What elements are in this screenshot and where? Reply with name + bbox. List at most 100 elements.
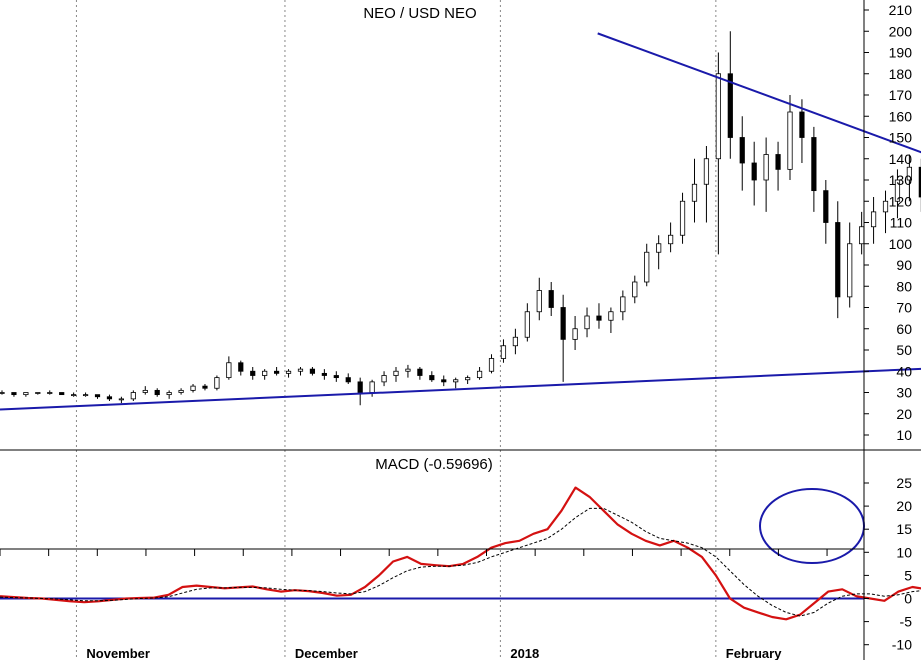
y-axis-ticks: 1020304050607080901001101201301401501601… xyxy=(864,2,912,660)
candle xyxy=(178,388,184,395)
candle-body xyxy=(500,345,507,359)
candle-body xyxy=(882,200,889,213)
candle xyxy=(512,328,518,355)
candle xyxy=(811,126,817,212)
price-tick-label: 170 xyxy=(889,87,913,103)
candle xyxy=(465,375,471,384)
candle xyxy=(309,367,316,376)
candle xyxy=(453,377,459,389)
macd-chart-title: MACD (-0.59696) xyxy=(375,456,493,473)
candle-body xyxy=(596,315,602,321)
candle-body xyxy=(429,375,435,381)
candle-body xyxy=(739,137,745,164)
candle xyxy=(894,169,901,219)
candle xyxy=(82,392,89,397)
candle-body xyxy=(811,137,817,192)
candle xyxy=(739,116,745,191)
candle xyxy=(476,367,483,380)
candle xyxy=(417,367,423,380)
candle xyxy=(500,339,507,363)
candle-body xyxy=(142,389,148,393)
candle xyxy=(106,394,113,401)
candle-body xyxy=(35,392,41,394)
price-tick-label: 20 xyxy=(896,406,912,422)
candle xyxy=(441,375,447,387)
candle-body xyxy=(548,290,554,308)
candle-body xyxy=(870,211,877,228)
price-tick-label: 80 xyxy=(896,278,912,294)
month-label: December xyxy=(295,646,358,660)
candle-body xyxy=(190,385,196,391)
month-label: 2018 xyxy=(510,646,539,660)
candle-body xyxy=(608,311,614,321)
candle-body xyxy=(369,381,375,393)
candle-body xyxy=(262,370,268,376)
candle xyxy=(620,290,626,321)
candle-body xyxy=(226,362,232,379)
candle-body xyxy=(727,73,733,138)
candle-body xyxy=(691,183,698,202)
candle xyxy=(560,294,566,382)
candle xyxy=(238,360,244,376)
macd-tick-label: 0 xyxy=(904,591,912,607)
candle xyxy=(357,377,363,406)
macd-tick-label: 10 xyxy=(896,544,912,560)
candle-body xyxy=(94,394,101,398)
price-tick-label: 100 xyxy=(889,236,913,252)
month-label: November xyxy=(86,646,150,660)
candle-body xyxy=(0,392,5,394)
candle xyxy=(775,141,781,191)
candle xyxy=(823,180,829,244)
macd-lines xyxy=(0,486,921,621)
candle-body xyxy=(859,226,865,245)
candle xyxy=(787,95,793,180)
price-tick-label: 210 xyxy=(889,2,913,18)
candle-body xyxy=(23,392,29,396)
price-tick-label: 60 xyxy=(896,321,912,337)
candle-body xyxy=(393,370,399,376)
price-tick-label: 70 xyxy=(896,300,912,316)
candle-body xyxy=(417,368,423,376)
candle-body xyxy=(835,222,841,298)
candle-body xyxy=(453,379,459,383)
candle xyxy=(94,394,101,399)
candle xyxy=(918,158,921,212)
candle-body xyxy=(357,381,363,393)
macd-tick-label: -5 xyxy=(900,614,913,630)
candle-body xyxy=(679,200,686,236)
candle-body xyxy=(333,375,339,379)
candle-body xyxy=(118,398,124,401)
candle-body xyxy=(297,368,304,372)
candle-body xyxy=(668,234,674,245)
candle-body xyxy=(381,375,387,383)
trendlines xyxy=(0,32,921,411)
candle-body xyxy=(488,358,495,372)
candle xyxy=(584,307,590,338)
candle xyxy=(596,303,602,329)
candle-body xyxy=(632,281,638,298)
trendline xyxy=(597,32,921,154)
candle-body xyxy=(847,243,853,298)
candlesticks xyxy=(0,31,921,406)
candle-body xyxy=(584,315,590,330)
trendline xyxy=(0,367,921,411)
candle xyxy=(691,158,698,223)
price-tick-label: 130 xyxy=(889,172,913,188)
candle xyxy=(870,197,877,244)
candle xyxy=(656,235,662,270)
candle-body xyxy=(202,385,208,389)
candle xyxy=(548,282,554,316)
candle-body xyxy=(82,394,89,397)
price-tick-label: 30 xyxy=(896,385,912,401)
candle xyxy=(23,392,29,397)
candle xyxy=(190,384,196,393)
candle xyxy=(835,201,841,319)
price-tick-label: 110 xyxy=(890,215,913,231)
macd-tick-label: 25 xyxy=(896,475,912,491)
price-tick-label: 10 xyxy=(896,427,912,443)
candle xyxy=(429,371,435,382)
candle xyxy=(11,392,17,397)
